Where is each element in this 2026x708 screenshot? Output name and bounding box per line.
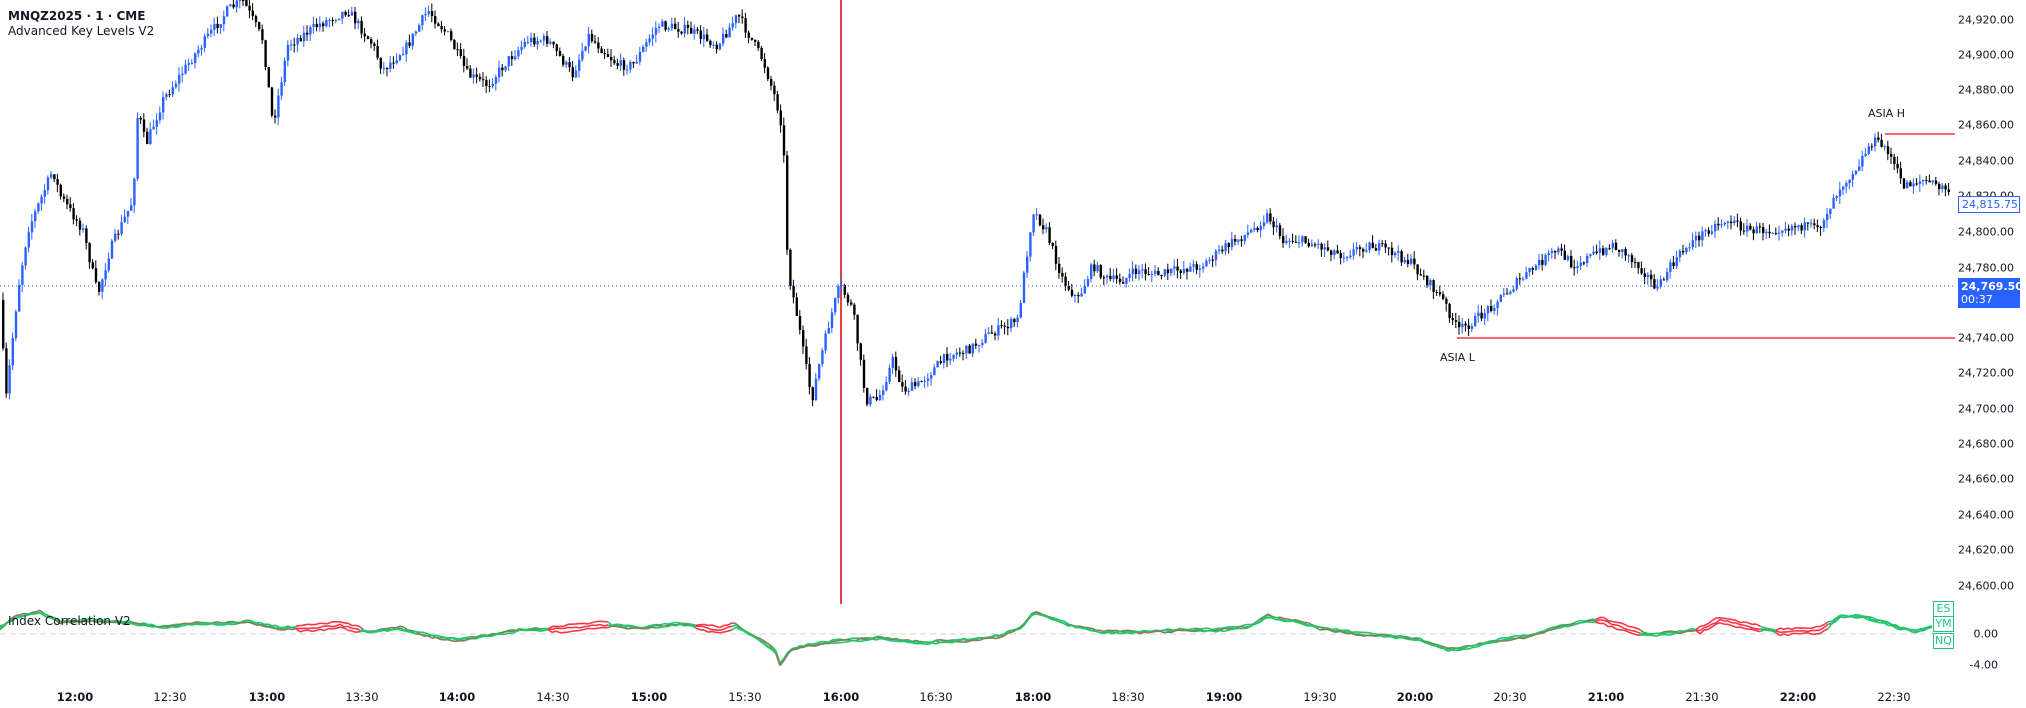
asia-low-label: ASIA L bbox=[1440, 351, 1475, 364]
price-axis-label: 24,900.00 bbox=[1958, 48, 2014, 62]
price-axis-label: 24,720.00 bbox=[1958, 366, 2014, 380]
time-axis-label: 18:30 bbox=[1111, 690, 1145, 704]
current-price-value: 24,769.50 bbox=[1961, 280, 2023, 293]
time-axis-label: 21:00 bbox=[1587, 690, 1625, 704]
price-axis-label: 24,920.00 bbox=[1958, 13, 2014, 27]
asia-high-label: ASIA H bbox=[1868, 107, 1906, 120]
time-axis-label: 16:30 bbox=[919, 690, 953, 704]
price-axis-label: 24,780.00 bbox=[1958, 261, 2014, 275]
chart-legend[interactable]: MNQZ2025 · 1 · CME Advanced Key Levels V… bbox=[8, 9, 154, 39]
time-axis-label: 15:00 bbox=[630, 690, 668, 704]
time-axis-label: 19:00 bbox=[1205, 690, 1243, 704]
price-axis-label: 24,600.00 bbox=[1958, 579, 2014, 593]
price-axis-label: 24,860.00 bbox=[1958, 118, 2014, 132]
time-axis-label: 14:30 bbox=[536, 690, 570, 704]
time-axis-label: 12:00 bbox=[56, 690, 94, 704]
bar-countdown: 00:37 bbox=[1961, 293, 1993, 306]
price-axis-label: 24,740.00 bbox=[1958, 331, 2014, 345]
time-axis-label: 13:30 bbox=[345, 690, 379, 704]
indicator-axis-label: -4.00 bbox=[1969, 658, 1998, 672]
time-axis-label: 12:30 bbox=[153, 690, 187, 704]
time-axis-label: 21:30 bbox=[1685, 690, 1719, 704]
time-axis-label: 14:00 bbox=[438, 690, 476, 704]
time-axis-label: 22:30 bbox=[1877, 690, 1911, 704]
index-correlation-lines bbox=[0, 609, 1933, 667]
time-axis-label: 15:30 bbox=[728, 690, 762, 704]
indicator-key-levels-label[interactable]: Advanced Key Levels V2 bbox=[8, 24, 155, 38]
correlation-badge-nq: NQ bbox=[1933, 633, 1954, 649]
time-axis-label: 19:30 bbox=[1303, 690, 1337, 704]
indicator-correlation-label[interactable]: Index Correlation V2 bbox=[8, 614, 131, 628]
price-axis-label: 24,880.00 bbox=[1958, 83, 2014, 97]
time-axis-label: 16:00 bbox=[822, 690, 860, 704]
time-axis-label: 22:00 bbox=[1779, 690, 1817, 704]
time-axis-label: 13:00 bbox=[248, 690, 286, 704]
current-price-label: 24,769.50 00:37 bbox=[1958, 278, 2023, 308]
price-axis-label: 24,800.00 bbox=[1958, 225, 2014, 239]
price-axis-label: 24,680.00 bbox=[1958, 437, 2014, 451]
time-axis-label: 20:00 bbox=[1396, 690, 1434, 704]
correlation-badge-ym: YM bbox=[1933, 616, 1954, 632]
correlation-badge-es: ES bbox=[1933, 601, 1954, 617]
price-axis-label: 24,620.00 bbox=[1958, 543, 2014, 557]
price-candles bbox=[2, 0, 1950, 408]
indicator-axis-label: 0.00 bbox=[1973, 627, 1999, 641]
time-axis-label: 20:30 bbox=[1493, 690, 1527, 704]
price-axis-label: 24,660.00 bbox=[1958, 472, 2014, 486]
price-axis-label: 24,640.00 bbox=[1958, 508, 2014, 522]
last-price-label: 24,815.75 bbox=[1958, 196, 2020, 213]
price-axis-label: 24,700.00 bbox=[1958, 402, 2014, 416]
price-axis-label: 24,840.00 bbox=[1958, 154, 2014, 168]
time-axis-label: 18:00 bbox=[1014, 690, 1052, 704]
symbol-title[interactable]: MNQZ2025 · 1 · CME bbox=[8, 9, 146, 23]
